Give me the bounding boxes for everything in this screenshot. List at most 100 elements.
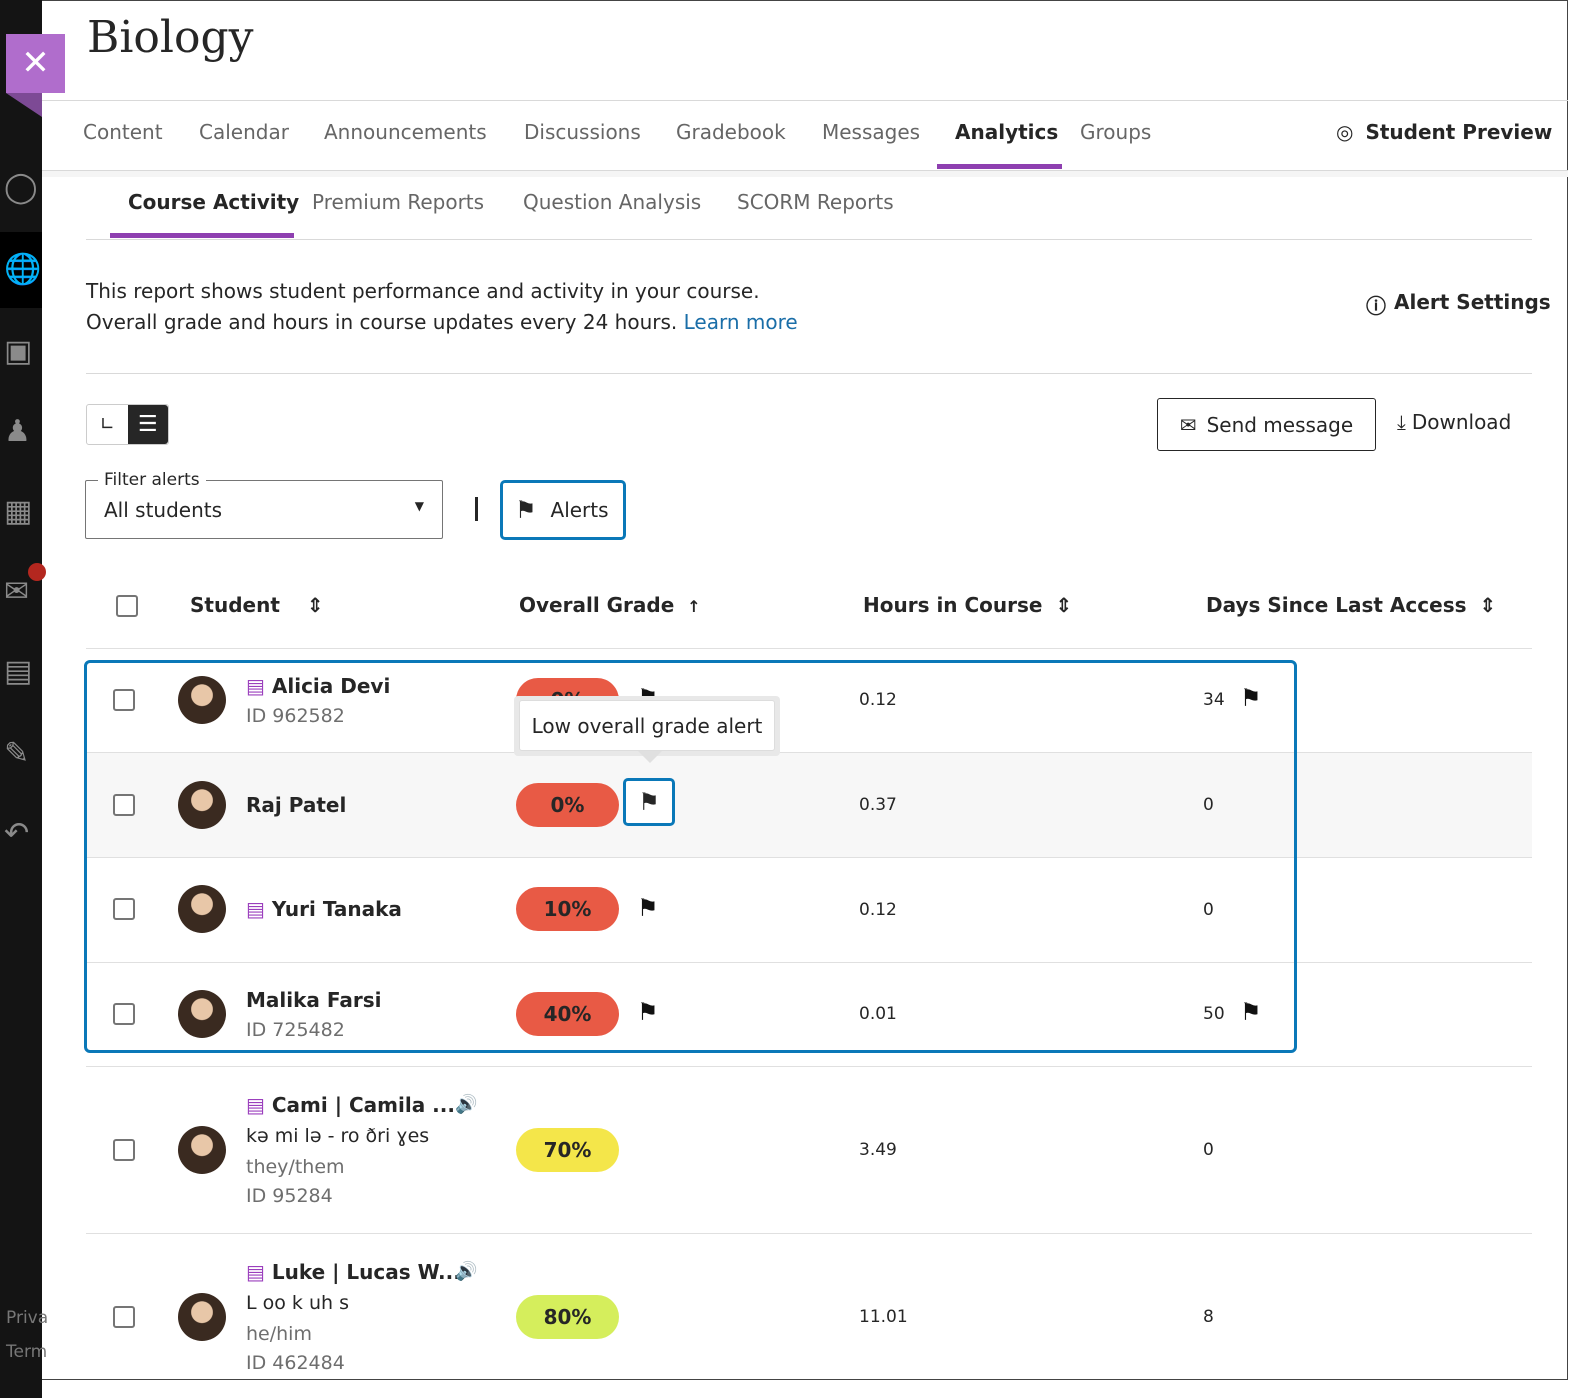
send-message-button[interactable]: ✉ Send message xyxy=(1157,398,1376,451)
preview-eye-icon: ◎ xyxy=(1336,120,1354,144)
hours-value: 3.49 xyxy=(859,1140,897,1160)
filter-label: Filter alerts xyxy=(98,470,206,490)
hours-value: 0.12 xyxy=(859,900,897,920)
student-name[interactable]: ▤ Alicia Devi xyxy=(246,674,391,698)
days-value: 50 xyxy=(1203,1004,1225,1024)
tab-announcements[interactable]: Announcements xyxy=(324,120,487,144)
pronunciation-audio-icon[interactable]: 🔊 xyxy=(455,1094,478,1115)
terms-link[interactable]: Term xyxy=(6,1342,48,1362)
student-id: ID 725482 xyxy=(246,1019,345,1041)
calendar-icon[interactable]: ▦ xyxy=(4,494,33,529)
grade-pill: 80% xyxy=(516,1295,619,1339)
table-row xyxy=(86,962,1532,1066)
accommodation-icon: ▤ xyxy=(246,1260,265,1284)
avatar xyxy=(178,676,226,724)
alert-settings-button[interactable]: ⓘ Alert Settings xyxy=(1366,290,1551,318)
row-checkbox[interactable] xyxy=(113,1139,135,1161)
envelope-icon: ✉ xyxy=(1179,412,1197,437)
courses-icon[interactable]: ▣ xyxy=(4,334,33,369)
row-checkbox[interactable] xyxy=(113,689,135,711)
accommodation-icon: ▤ xyxy=(246,897,265,921)
chart-view-icon[interactable]: ∟ xyxy=(99,414,115,435)
row-checkbox[interactable] xyxy=(113,794,135,816)
filter-alerts-select[interactable]: Filter alerts All students ▼ xyxy=(85,470,443,539)
pronunciation-audio-icon[interactable]: 🔊 xyxy=(455,1261,478,1282)
grade-pill: 70% xyxy=(516,1128,619,1172)
alert-bubble-icon: ⓘ xyxy=(1366,294,1386,318)
tab-messages[interactable]: Messages xyxy=(822,120,921,144)
name-pronunciation: kə mi lə - ro ðri ɣes xyxy=(246,1125,430,1147)
organizations-icon[interactable]: ♟ xyxy=(4,414,31,449)
grade-pill: 0% xyxy=(516,783,619,827)
grade-alert-flag-icon[interactable]: ⚑ xyxy=(637,998,659,1026)
subtab-course-activity[interactable]: Course Activity xyxy=(128,190,300,214)
grade-alert-flag-icon[interactable]: ⚑ xyxy=(637,894,659,922)
days-value: 0 xyxy=(1203,795,1214,815)
access-alert-flag-icon[interactable]: ⚑ xyxy=(1240,998,1262,1026)
alerts-toggle-button[interactable]: ⚑ Alerts xyxy=(500,480,626,540)
close-button[interactable]: ✕ xyxy=(6,34,65,93)
edit-icon[interactable]: ✎ xyxy=(4,736,30,771)
analytics-tab-indicator xyxy=(937,164,1062,169)
subtab-scorm-reports[interactable]: SCORM Reports xyxy=(737,190,894,214)
tab-gradebook[interactable]: Gradebook xyxy=(676,120,786,144)
tab-calendar[interactable]: Calendar xyxy=(199,120,289,144)
access-alert-flag-icon[interactable]: ⚑ xyxy=(1240,684,1262,712)
student-preview-button[interactable]: ◎ Student Preview xyxy=(1336,120,1552,144)
sign-out-icon[interactable]: ↶ xyxy=(4,816,30,851)
sort-icon: ⇕ xyxy=(1055,593,1073,617)
list-view-icon[interactable]: ☰ xyxy=(127,405,168,444)
student-name[interactable]: Malika Farsi xyxy=(246,988,382,1012)
column-student[interactable]: Student ⇕ xyxy=(190,593,324,617)
left-navigation-rail: ◯ 🌐 ▣ ♟ ▦ ✉ ▤ ✎ ↶ Priva Term xyxy=(0,0,48,1398)
tooltip-arrow xyxy=(638,751,662,763)
pronouns: he/him xyxy=(246,1323,312,1345)
subtab-premium-reports[interactable]: Premium Reports xyxy=(312,190,485,214)
globe-icon[interactable]: 🌐 xyxy=(4,252,42,287)
subtab-question-analysis[interactable]: Question Analysis xyxy=(523,190,702,214)
accommodation-icon: ▤ xyxy=(246,1093,265,1117)
row-checkbox[interactable] xyxy=(113,1306,135,1328)
column-hours[interactable]: Hours in Course ⇕ xyxy=(863,593,1073,617)
student-id: ID 462484 xyxy=(246,1352,345,1374)
column-overall-grade[interactable]: Overall Grade ↑ xyxy=(519,593,701,617)
profile-icon[interactable]: ◯ xyxy=(4,170,38,205)
privacy-link[interactable]: Priva xyxy=(6,1308,49,1328)
pronouns: they/them xyxy=(246,1156,345,1178)
student-name[interactable]: ▤ Cami | Camila ... xyxy=(246,1093,455,1117)
column-days-since-access[interactable]: Days Since Last Access ⇕ xyxy=(1206,593,1497,617)
tab-content[interactable]: Content xyxy=(83,120,163,144)
days-value: 0 xyxy=(1203,1140,1214,1160)
tab-discussions[interactable]: Discussions xyxy=(524,120,641,144)
course-title: Biology xyxy=(87,12,254,63)
student-name[interactable]: ▤ Yuri Tanaka xyxy=(246,897,402,921)
hours-value: 0.37 xyxy=(859,795,897,815)
select-all-checkbox[interactable] xyxy=(116,595,138,617)
close-button-tail xyxy=(6,93,42,117)
messages-icon[interactable]: ✉ xyxy=(4,574,30,609)
student-name[interactable]: ▤ Luke | Lucas W... xyxy=(246,1260,461,1284)
student-name[interactable]: Raj Patel xyxy=(246,793,347,817)
grade-alert-flag-button[interactable]: ⚑ xyxy=(623,778,675,826)
table-row xyxy=(86,1066,1532,1233)
student-id: ID 962582 xyxy=(246,705,345,727)
learn-more-link[interactable]: Learn more xyxy=(683,310,798,334)
tab-analytics[interactable]: Analytics xyxy=(955,120,1059,144)
hours-value: 11.01 xyxy=(859,1307,908,1327)
avatar xyxy=(178,885,226,933)
avatar xyxy=(178,781,226,829)
grade-pill: 40% xyxy=(516,992,619,1036)
row-checkbox[interactable] xyxy=(113,898,135,920)
download-button[interactable]: ⤓ Download xyxy=(1397,410,1512,434)
grades-icon[interactable]: ▤ xyxy=(4,654,33,689)
description-line-2: Overall grade and hours in course update… xyxy=(86,310,798,334)
name-pronunciation: L oo k uh s xyxy=(246,1292,349,1314)
sort-ascending-icon: ↑ xyxy=(687,597,701,616)
student-preview-label: Student Preview xyxy=(1365,120,1553,144)
row-checkbox[interactable] xyxy=(113,1003,135,1025)
days-value: 34 xyxy=(1203,690,1225,710)
tab-groups[interactable]: Groups xyxy=(1080,120,1152,144)
days-value: 0 xyxy=(1203,900,1214,920)
grade-pill: 10% xyxy=(516,887,619,931)
download-icon: ⤓ xyxy=(1397,410,1406,434)
